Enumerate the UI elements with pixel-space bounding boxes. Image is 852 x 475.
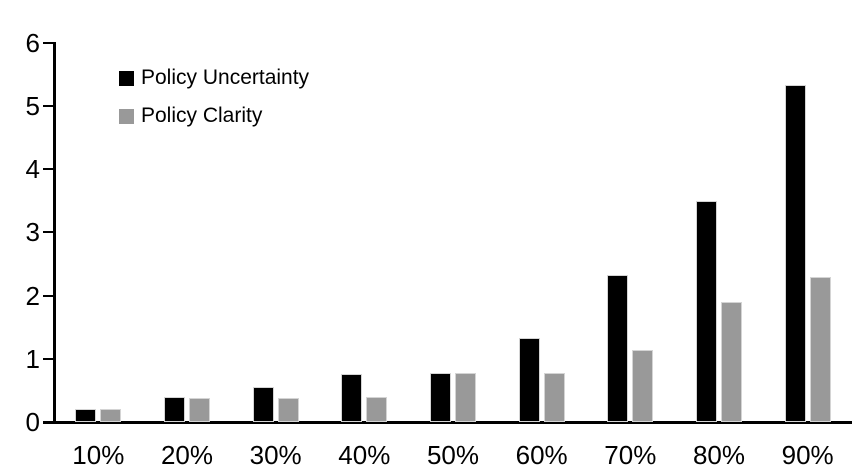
bar-policy-clarity [544, 373, 565, 422]
legend-label: Policy Uncertainty [141, 66, 310, 89]
x-axis-label: 30% [249, 440, 302, 470]
y-tick-label: 5 [25, 90, 40, 121]
x-axis-label: 40% [338, 440, 391, 470]
bar-policy-uncertainty [696, 201, 717, 422]
bar-policy-uncertainty [341, 374, 362, 422]
y-tick-label: 3 [25, 217, 40, 248]
bar-policy-clarity [278, 398, 299, 422]
bar-policy-clarity [189, 398, 210, 422]
bar-policy-uncertainty [430, 373, 451, 422]
bar-policy-clarity [455, 373, 476, 422]
y-tick-label: 0 [25, 407, 40, 437]
legend-label: Policy Clarity [141, 104, 263, 127]
y-tick-mark [43, 168, 54, 170]
y-tick-mark [43, 357, 54, 360]
bar-policy-clarity [721, 302, 742, 422]
bar-policy-uncertainty [519, 338, 540, 422]
x-axis-label: 70% [604, 440, 657, 470]
y-axis [53, 42, 56, 424]
legend-swatch-policy-clarity [119, 108, 134, 124]
y-tick-mark [43, 41, 54, 44]
bar-policy-uncertainty [253, 387, 274, 422]
y-tick-mark [43, 421, 54, 423]
x-axis-label: 20% [160, 440, 214, 470]
y-tick-mark [43, 231, 54, 234]
x-axis [43, 421, 852, 424]
y-tick-label: 6 [25, 27, 40, 58]
x-axis-label: 90% [781, 440, 834, 470]
bar-policy-clarity [632, 350, 653, 422]
legend-item-policy-clarity: Policy Clarity [119, 104, 309, 128]
legend-item-policy-uncertainty: Policy Uncertainty [119, 66, 309, 90]
bar-policy-clarity [366, 397, 387, 422]
bar-policy-clarity [100, 409, 121, 422]
bar-policy-uncertainty [75, 409, 96, 422]
bar-policy-uncertainty [785, 85, 806, 422]
y-tick-label: 4 [25, 154, 40, 184]
bar-policy-uncertainty [164, 397, 185, 422]
y-tick-mark [43, 104, 54, 107]
y-tick-label: 1 [25, 343, 40, 374]
legend-swatch-policy-uncertainty [119, 70, 134, 86]
x-axis-label: 10% [72, 440, 125, 470]
legend: Policy Uncertainty Policy Clarity [119, 66, 309, 142]
bar-policy-uncertainty [607, 275, 628, 422]
x-axis-label: 60% [515, 440, 568, 470]
bar-policy-clarity [810, 277, 831, 422]
y-tick-mark [43, 294, 54, 297]
y-tick-label: 2 [25, 280, 40, 311]
x-axis-label: 80% [692, 440, 746, 470]
x-axis-label: 50% [426, 440, 480, 470]
